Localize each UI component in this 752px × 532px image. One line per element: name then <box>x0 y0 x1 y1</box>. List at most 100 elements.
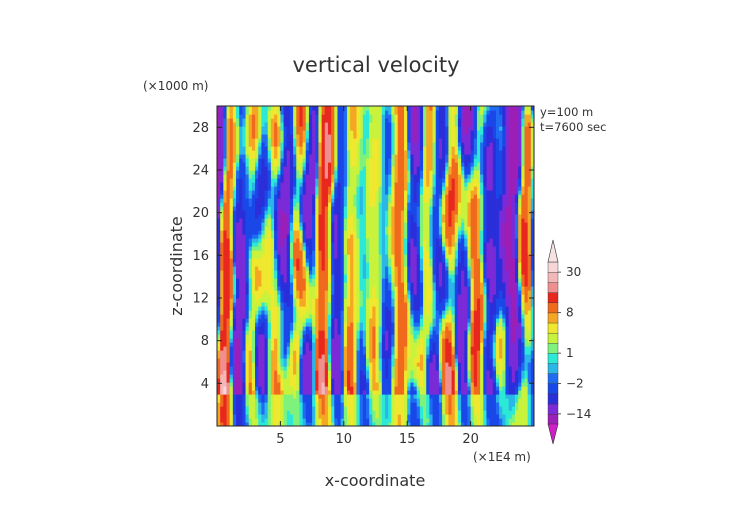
heatmap-cell <box>270 378 275 383</box>
heatmap-cell <box>280 378 285 383</box>
heatmap-cell <box>499 366 503 371</box>
heatmap-cell <box>293 230 297 235</box>
heatmap-cell <box>270 390 275 395</box>
heatmap-cell <box>251 390 256 395</box>
heatmap-cell <box>448 414 453 419</box>
heatmap-cell <box>274 298 278 303</box>
heatmap-cell <box>518 310 522 315</box>
heatmap-cell <box>242 354 247 359</box>
heatmap-cell <box>470 302 475 307</box>
heatmap-cell <box>299 294 304 299</box>
heatmap-cell <box>321 298 326 303</box>
heatmap-cell <box>308 330 313 335</box>
heatmap-cell <box>514 410 519 415</box>
heatmap-cell <box>280 402 285 407</box>
heatmap-cell <box>350 258 354 263</box>
heatmap-cell <box>239 402 243 407</box>
heatmap-cell <box>343 354 348 359</box>
heatmap-cell <box>527 318 532 323</box>
heatmap-cell <box>315 410 320 415</box>
heatmap-cell <box>388 374 392 379</box>
heatmap-cell <box>464 338 469 343</box>
heatmap-cell <box>356 422 361 426</box>
heatmap-cell <box>267 298 272 303</box>
heatmap-cell <box>359 226 364 231</box>
heatmap-cell <box>473 362 478 367</box>
heatmap-cell <box>461 326 465 331</box>
heatmap-cell <box>261 362 266 367</box>
heatmap-cell <box>508 322 513 327</box>
heatmap-cell <box>419 246 424 251</box>
heatmap-cell <box>343 326 348 331</box>
heatmap-cell <box>350 418 354 423</box>
heatmap-cell <box>502 278 507 283</box>
heatmap-cell <box>248 390 253 395</box>
heatmap-cell <box>372 358 377 363</box>
heatmap-cell <box>397 354 402 359</box>
heatmap-cell <box>511 418 516 423</box>
heatmap-cell <box>495 350 500 355</box>
heatmap-cell <box>518 302 522 307</box>
heatmap-cell <box>486 234 491 239</box>
heatmap-cell <box>220 386 224 391</box>
heatmap-cell <box>321 286 326 291</box>
heatmap-cell <box>327 394 332 399</box>
heatmap-cell <box>451 318 456 323</box>
heatmap-cell <box>239 294 243 299</box>
heatmap-cell <box>343 270 348 275</box>
heatmap-cell <box>289 234 294 239</box>
heatmap-cell <box>226 350 231 355</box>
heatmap-cell <box>483 290 488 295</box>
heatmap-cell <box>308 378 313 383</box>
heatmap-cell <box>400 246 405 251</box>
heatmap-cell <box>299 362 304 367</box>
heatmap-cell <box>280 258 285 263</box>
heatmap-cell <box>359 274 364 279</box>
heatmap-cell <box>286 382 291 387</box>
heatmap-cell <box>480 342 484 347</box>
heatmap-cell <box>394 254 399 259</box>
heatmap-cell <box>318 318 323 323</box>
heatmap-cell <box>255 338 259 343</box>
heatmap-cell <box>248 370 253 375</box>
heatmap-cell <box>308 290 313 295</box>
heatmap-cell <box>255 290 259 295</box>
heatmap-cell <box>454 358 459 363</box>
heatmap-cell <box>426 258 430 263</box>
heatmap-cell <box>340 282 345 287</box>
heatmap-cell <box>286 262 291 267</box>
heatmap-cell <box>451 382 456 387</box>
heatmap-cell <box>302 314 307 319</box>
heatmap-cell <box>372 394 377 399</box>
heatmap-cell <box>388 354 392 359</box>
heatmap-cell <box>255 250 259 255</box>
heatmap-cell <box>331 266 335 271</box>
heatmap-cell <box>302 374 307 379</box>
heatmap-cell <box>286 250 291 255</box>
heatmap-cell <box>261 334 266 339</box>
heatmap-cell <box>435 242 440 247</box>
heatmap-cell <box>343 334 348 339</box>
heatmap-cell <box>286 362 291 367</box>
heatmap-cell <box>473 318 478 323</box>
heatmap-cell <box>502 358 507 363</box>
heatmap-cell <box>476 378 481 383</box>
heatmap-cell <box>467 246 472 251</box>
heatmap-cell <box>375 406 380 411</box>
heatmap-cell <box>280 410 285 415</box>
heatmap-cell <box>293 322 297 327</box>
heatmap-cell <box>324 314 329 319</box>
heatmap-cell <box>324 230 329 235</box>
heatmap-cell <box>394 366 399 371</box>
heatmap-cell <box>467 266 472 271</box>
heatmap-cell <box>270 334 275 339</box>
heatmap-cell <box>511 278 516 283</box>
heatmap-cell <box>308 406 313 411</box>
heatmap-cell <box>426 326 430 331</box>
heatmap-cell <box>413 382 418 387</box>
heatmap-cell <box>283 318 288 323</box>
heatmap-cell <box>423 290 427 295</box>
heatmap-cell <box>438 298 443 303</box>
heatmap-cell <box>302 342 307 347</box>
heatmap-cell <box>350 322 354 327</box>
